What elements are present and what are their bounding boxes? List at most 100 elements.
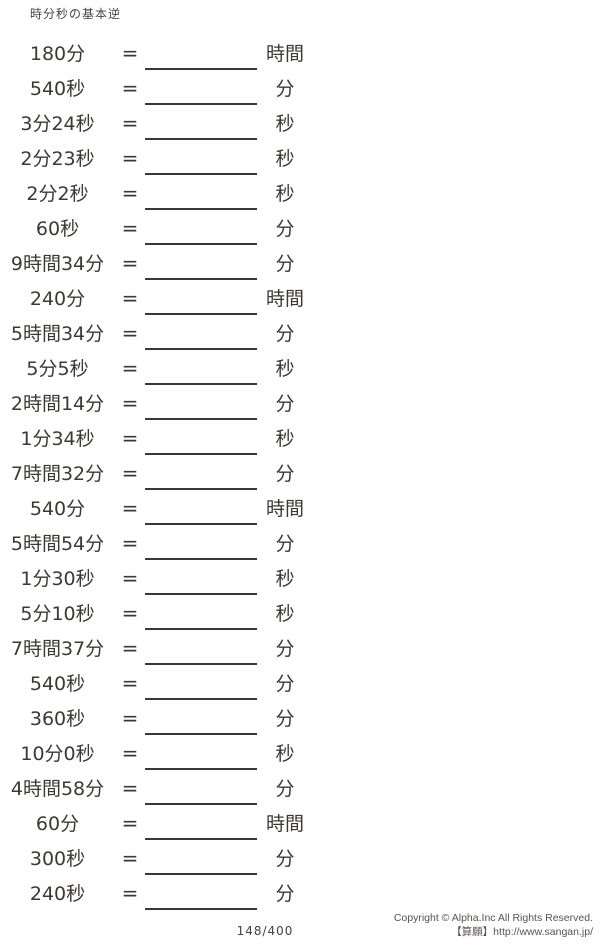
equals-sign: = — [121, 285, 139, 310]
equals-sign: = — [121, 495, 139, 520]
question-label: 180分 — [29, 43, 86, 65]
answer-blank — [145, 840, 257, 875]
question-label: 9時間34分 — [10, 253, 105, 275]
problem-row: 7時間32分 = 分 — [0, 455, 600, 490]
equals-sign: = — [121, 110, 139, 135]
unit-label: 分 — [275, 218, 295, 240]
answer-blank — [145, 140, 257, 175]
question-label: 240秒 — [29, 883, 86, 905]
problem-row: 5時間34分 = 分 — [0, 315, 600, 350]
unit-label: 秒 — [275, 743, 295, 765]
answer-blank — [145, 280, 257, 315]
equals-sign: = — [121, 180, 139, 205]
problem-row: 240秒 = 分 — [0, 875, 600, 910]
answer-blank — [145, 560, 257, 595]
unit-label: 分 — [275, 638, 295, 660]
answer-blank — [145, 805, 257, 840]
unit-label: 時間 — [265, 498, 304, 520]
answer-blank — [145, 70, 257, 105]
answer-blank — [145, 420, 257, 455]
answer-blank — [145, 105, 257, 140]
problem-row: 540秒 = 分 — [0, 665, 600, 700]
unit-label: 秒 — [275, 568, 295, 590]
equals-sign: = — [121, 880, 139, 905]
unit-label: 時間 — [265, 43, 304, 65]
equals-sign: = — [121, 390, 139, 415]
answer-blank — [145, 770, 257, 805]
equals-sign: = — [121, 845, 139, 870]
unit-label: 分 — [275, 463, 295, 485]
problem-row: 9時間34分 = 分 — [0, 245, 600, 280]
equals-sign: = — [121, 705, 139, 730]
question-label: 240分 — [29, 288, 86, 310]
equals-sign: = — [121, 355, 139, 380]
question-label: 360秒 — [29, 708, 86, 730]
problem-row: 60秒 = 分 — [0, 210, 600, 245]
answer-blank — [145, 350, 257, 385]
question-label: 5分5秒 — [26, 358, 89, 380]
problem-row: 360秒 = 分 — [0, 700, 600, 735]
question-label: 4時間58分 — [10, 778, 105, 800]
problem-row: 1分30秒 = 秒 — [0, 560, 600, 595]
equals-sign: = — [121, 775, 139, 800]
problem-row: 4時間58分 = 分 — [0, 770, 600, 805]
unit-label: 秒 — [275, 113, 295, 135]
answer-blank — [145, 175, 257, 210]
unit-label: 分 — [275, 708, 295, 730]
site-url-text: 【算願】http://www.sangan.jp/ — [451, 926, 593, 938]
question-label: 3分24秒 — [20, 113, 95, 135]
page-number: 148/400 — [236, 924, 294, 938]
question-label: 7時間37分 — [10, 638, 105, 660]
answer-blank — [145, 385, 257, 420]
question-label: 540秒 — [29, 78, 86, 100]
problem-row: 300秒 = 分 — [0, 840, 600, 875]
problem-row: 7時間37分 = 分 — [0, 630, 600, 665]
equals-sign: = — [121, 670, 139, 695]
answer-blank — [145, 35, 257, 70]
answer-blank — [145, 735, 257, 770]
equals-sign: = — [121, 425, 139, 450]
unit-label: 時間 — [265, 288, 304, 310]
problem-row: 2時間14分 = 分 — [0, 385, 600, 420]
problem-row: 3分24秒 = 秒 — [0, 105, 600, 140]
unit-label: 時間 — [265, 813, 304, 835]
problem-row: 2分23秒 = 秒 — [0, 140, 600, 175]
unit-label: 秒 — [275, 358, 295, 380]
equals-sign: = — [121, 75, 139, 100]
unit-label: 秒 — [275, 603, 295, 625]
unit-label: 分 — [275, 533, 295, 555]
problem-row: 180分 = 時間 — [0, 35, 600, 70]
question-label: 540分 — [29, 498, 86, 520]
problem-row: 2分2秒 = 秒 — [0, 175, 600, 210]
question-label: 7時間32分 — [10, 463, 105, 485]
equals-sign: = — [121, 250, 139, 275]
problem-row: 10分0秒 = 秒 — [0, 735, 600, 770]
unit-label: 分 — [275, 323, 295, 345]
equals-sign: = — [121, 320, 139, 345]
equals-sign: = — [121, 145, 139, 170]
equals-sign: = — [121, 810, 139, 835]
unit-label: 秒 — [275, 428, 295, 450]
problem-row: 60分 = 時間 — [0, 805, 600, 840]
question-label: 540秒 — [29, 673, 86, 695]
equals-sign: = — [121, 635, 139, 660]
worksheet-rows: 180分 = 時間 540秒 = 分 3分24秒 = 秒 2分23秒 = 秒 2分2秒 = 秒 60秒 = 分 9時… — [0, 35, 600, 910]
unit-label: 分 — [275, 778, 295, 800]
unit-label: 分 — [275, 673, 295, 695]
problem-row: 5分10秒 = 秒 — [0, 595, 600, 630]
answer-blank — [145, 665, 257, 700]
problem-row: 540分 = 時間 — [0, 490, 600, 525]
question-label: 60分 — [35, 813, 80, 835]
unit-label: 分 — [275, 78, 295, 100]
equals-sign: = — [121, 460, 139, 485]
answer-blank — [145, 595, 257, 630]
unit-label: 分 — [275, 883, 295, 905]
question-label: 5時間34分 — [10, 323, 105, 345]
copyright-text: Copyright © Alpha.Inc All Rights Reserve… — [393, 912, 593, 924]
problem-row: 1分34秒 = 秒 — [0, 420, 600, 455]
equals-sign: = — [121, 530, 139, 555]
answer-blank — [145, 875, 257, 910]
problem-row: 540秒 = 分 — [0, 70, 600, 105]
footer: Copyright © Alpha.Inc All Rights Reserve… — [394, 911, 593, 939]
problem-row: 240分 = 時間 — [0, 280, 600, 315]
